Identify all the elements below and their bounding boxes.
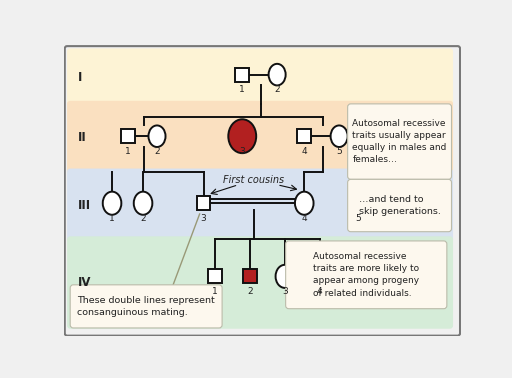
Ellipse shape bbox=[228, 119, 256, 153]
FancyBboxPatch shape bbox=[67, 236, 453, 329]
Ellipse shape bbox=[103, 192, 121, 215]
Text: 2: 2 bbox=[247, 287, 253, 296]
FancyBboxPatch shape bbox=[348, 104, 452, 179]
Text: 4: 4 bbox=[302, 147, 307, 156]
Text: 5: 5 bbox=[356, 214, 361, 223]
Text: 1: 1 bbox=[125, 147, 131, 156]
Ellipse shape bbox=[148, 125, 165, 147]
Bar bbox=[236, 68, 249, 82]
FancyBboxPatch shape bbox=[67, 169, 453, 242]
Text: 1: 1 bbox=[109, 214, 115, 223]
Ellipse shape bbox=[134, 192, 153, 215]
Text: Autosomal recessive
traits are more likely to
appear among progeny
of related in: Autosomal recessive traits are more like… bbox=[313, 252, 419, 297]
Text: 2: 2 bbox=[140, 214, 146, 223]
Bar bbox=[297, 129, 311, 143]
Bar bbox=[243, 270, 257, 283]
FancyBboxPatch shape bbox=[67, 48, 453, 107]
Text: 3: 3 bbox=[282, 287, 288, 296]
Bar bbox=[197, 196, 210, 210]
FancyBboxPatch shape bbox=[286, 241, 447, 309]
Ellipse shape bbox=[295, 192, 313, 215]
Ellipse shape bbox=[310, 265, 329, 288]
Text: 4: 4 bbox=[317, 287, 323, 296]
Text: 3: 3 bbox=[201, 214, 206, 223]
Text: First cousins: First cousins bbox=[223, 175, 285, 185]
Text: 5: 5 bbox=[336, 147, 342, 156]
Bar bbox=[208, 270, 222, 283]
Text: III: III bbox=[78, 199, 91, 212]
Text: IV: IV bbox=[78, 276, 92, 289]
Text: I: I bbox=[78, 71, 82, 84]
FancyBboxPatch shape bbox=[67, 101, 453, 175]
Text: 4: 4 bbox=[302, 214, 307, 223]
FancyBboxPatch shape bbox=[70, 285, 222, 328]
Text: …and tend to
skip generations.: …and tend to skip generations. bbox=[358, 195, 440, 216]
Text: II: II bbox=[78, 131, 87, 144]
Bar bbox=[120, 129, 135, 143]
Ellipse shape bbox=[331, 125, 348, 147]
Ellipse shape bbox=[275, 265, 294, 288]
Text: 3: 3 bbox=[240, 147, 245, 156]
Text: Autosomal recessive
traits usually appear
equally in males and
females…: Autosomal recessive traits usually appea… bbox=[352, 119, 447, 164]
Bar bbox=[352, 196, 366, 210]
FancyBboxPatch shape bbox=[348, 179, 452, 232]
Ellipse shape bbox=[269, 64, 286, 85]
Text: 1: 1 bbox=[212, 287, 218, 296]
Text: These double lines represent
consanguinous mating.: These double lines represent consanguino… bbox=[77, 296, 215, 317]
FancyBboxPatch shape bbox=[65, 46, 460, 336]
Text: 1: 1 bbox=[240, 85, 245, 94]
Text: 2: 2 bbox=[274, 85, 280, 94]
Text: 2: 2 bbox=[154, 147, 160, 156]
